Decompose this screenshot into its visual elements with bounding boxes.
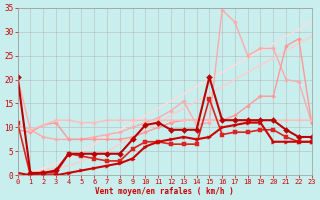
X-axis label: Vent moyen/en rafales ( km/h ): Vent moyen/en rafales ( km/h ) — [95, 187, 234, 196]
